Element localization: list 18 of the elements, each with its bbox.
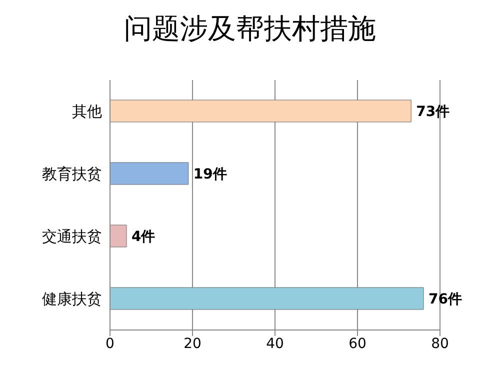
data-label: 4件: [132, 228, 156, 245]
y-tick-label: 其他: [72, 102, 102, 121]
y-tick-label: 健康扶贫: [42, 290, 102, 308]
data-label: 76件: [428, 291, 462, 308]
bar: [110, 100, 412, 122]
y-tick-label: 教育扶贫: [42, 165, 102, 184]
x-tick-label: 0: [106, 336, 114, 352]
bar: [110, 224, 127, 248]
x-tick-label: 40: [266, 336, 284, 352]
data-label: 73件: [416, 104, 450, 120]
bar: [110, 162, 189, 185]
data-label: 19件: [193, 166, 227, 182]
y-tick-label: 交通扶贫: [42, 228, 102, 246]
chart-title: 问题涉及帮扶村措施: [123, 11, 377, 47]
x-tick-label: 20: [184, 336, 202, 352]
bar: [110, 287, 424, 310]
x-tick-label: 60: [348, 336, 366, 352]
x-tick-label: 80: [431, 336, 449, 352]
